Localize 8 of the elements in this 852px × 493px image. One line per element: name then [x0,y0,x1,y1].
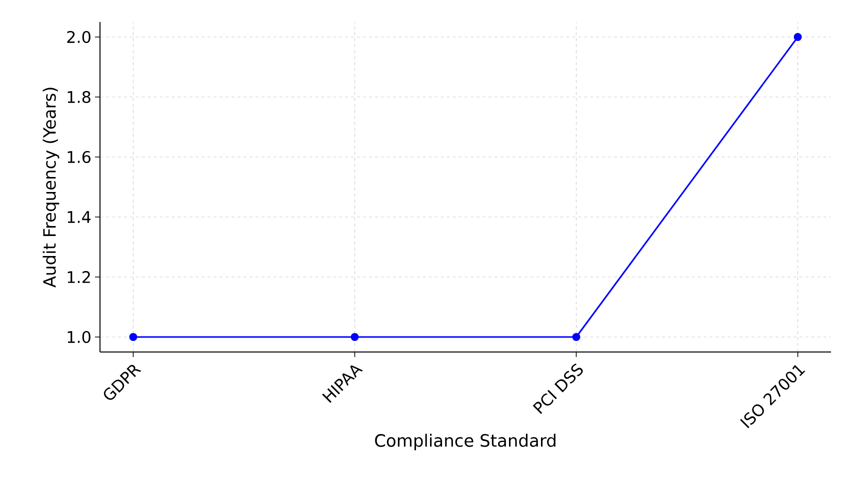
y-tick-label: 1.6 [68,150,90,164]
y-tick-label: 1.8 [68,90,90,104]
y-axis-title: Audit Frequency (Years) [42,88,60,288]
y-tick-label: 1.2 [68,271,90,283]
y-tick-label: 1.0 [68,330,90,344]
x-axis-title: Compliance Standard [375,434,556,450]
y-tick-label: 2.0 [67,30,90,44]
y-tick-label: 1.4 [68,211,91,223]
